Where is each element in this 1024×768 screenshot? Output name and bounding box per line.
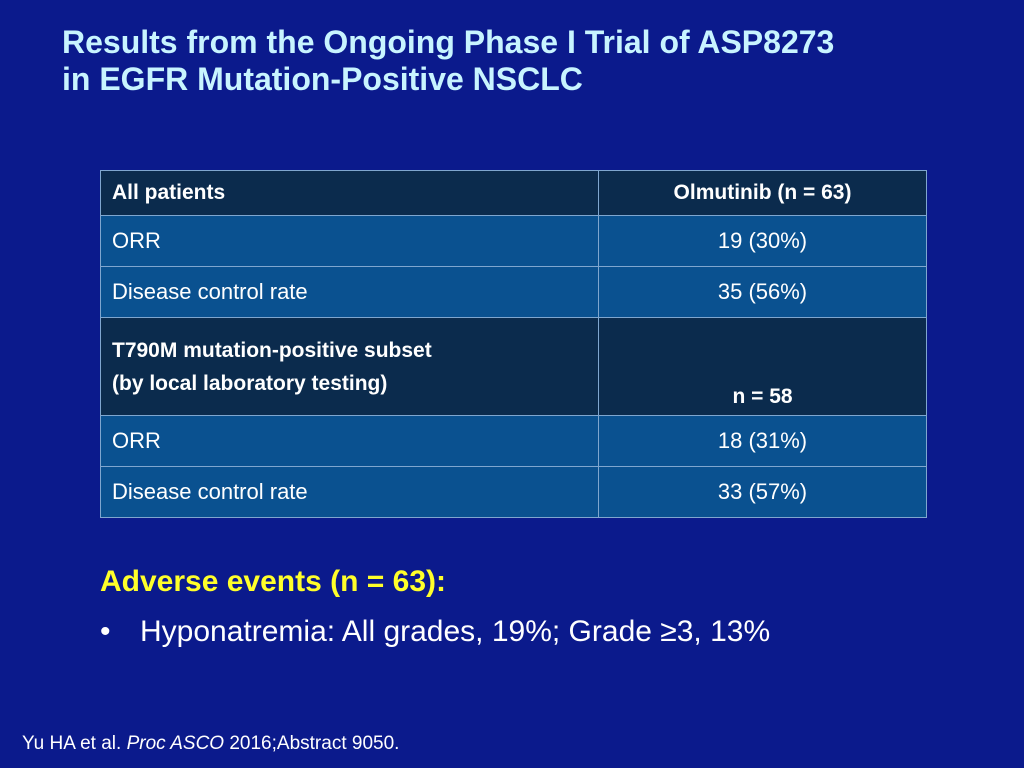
row-label-orr-t790m: ORR	[100, 415, 599, 467]
adverse-events-heading: Adverse events (n = 63):	[100, 565, 446, 598]
table-row: Disease control rate 33 (57%)	[100, 466, 927, 518]
slide-title-line-1: Results from the Ongoing Phase I Trial o…	[62, 24, 835, 60]
bullet-icon: •	[100, 615, 111, 648]
table-header-all-patients: All patients Olmutinib (n = 63)	[100, 170, 927, 216]
header-label-t790m-line-2: (by local laboratory testing)	[112, 371, 388, 395]
row-label-dcr: Disease control rate	[100, 266, 599, 318]
row-label-dcr-t790m: Disease control rate	[100, 466, 599, 518]
header-column-olmutinib: Olmutinib (n = 63)	[598, 170, 927, 216]
row-value-dcr-t790m: 33 (57%)	[598, 466, 927, 518]
citation: Yu HA et al. Proc ASCO 2016;Abstract 905…	[22, 733, 399, 755]
adverse-event-text: Hyponatremia: All grades, 19%; Grade ≥3,…	[140, 615, 771, 648]
header-label-all-patients: All patients	[100, 170, 599, 216]
table-row: Disease control rate 35 (56%)	[100, 266, 927, 318]
citation-details: 2016;Abstract 9050.	[229, 733, 400, 754]
row-label-orr: ORR	[100, 215, 599, 267]
slide-title-line-2: in EGFR Mutation-Positive NSCLC	[62, 61, 583, 97]
table-row: ORR 18 (31%)	[100, 415, 927, 467]
citation-journal: Proc ASCO	[126, 733, 225, 754]
table-header-t790m: T790M mutation-positive subset (by local…	[100, 317, 927, 416]
row-value-orr: 19 (30%)	[598, 215, 927, 267]
header-label-t790m-line-1: T790M mutation-positive subset	[112, 338, 432, 362]
header-label-t790m: T790M mutation-positive subset (by local…	[100, 317, 599, 416]
list-item: • Hyponatremia: All grades, 19%; Grade ≥3…	[100, 610, 1000, 654]
results-table: All patients Olmutinib (n = 63) ORR 19 (…	[100, 170, 927, 518]
citation-authors: Yu HA et al.	[22, 733, 122, 754]
slide-title: Results from the Ongoing Phase I Trial o…	[62, 24, 1002, 98]
row-value-orr-t790m: 18 (31%)	[598, 415, 927, 467]
adverse-events-section: Adverse events (n = 63): • Hyponatremia: …	[100, 562, 1000, 654]
header-column-t790m-n: n = 58	[598, 317, 927, 416]
row-value-dcr: 35 (56%)	[598, 266, 927, 318]
table-row: ORR 19 (30%)	[100, 215, 927, 267]
